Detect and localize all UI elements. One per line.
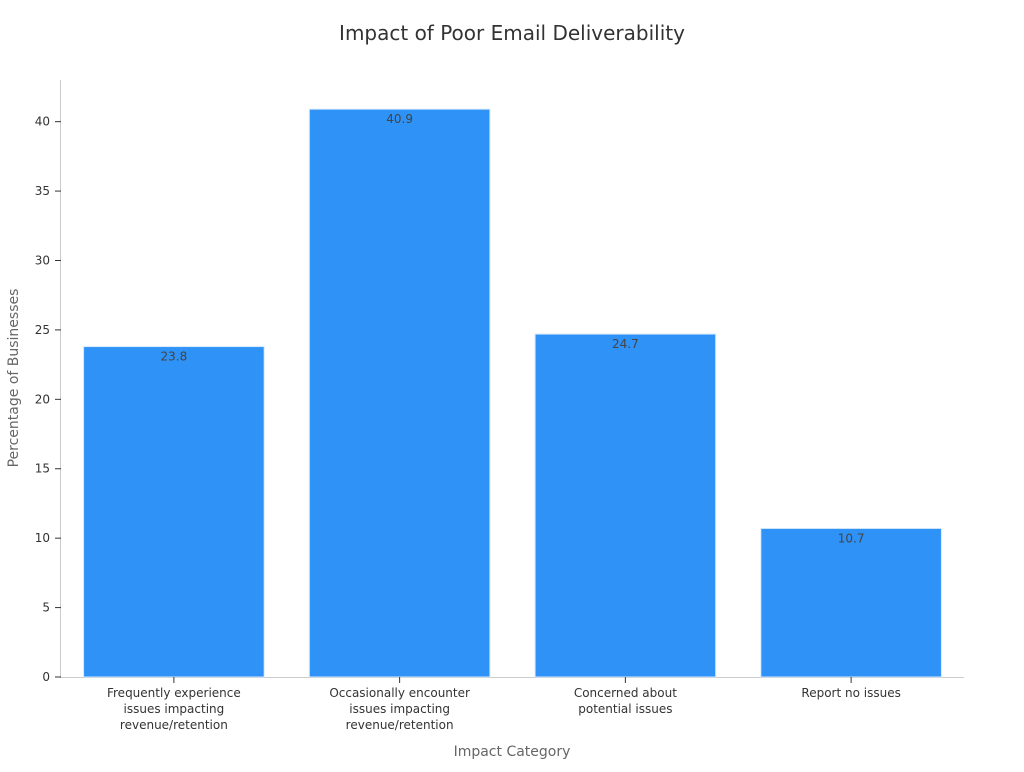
y-tick-label: 20 (35, 392, 50, 406)
x-tick-label-line: potential issues (578, 702, 672, 716)
y-tick-label: 0 (42, 670, 50, 684)
y-axis-title: Percentage of Businesses (6, 289, 22, 468)
y-tick-label: 5 (42, 601, 50, 615)
x-tick-label-line: revenue/retention (346, 718, 454, 732)
x-tick-label: Frequently experience issues impacting rev… (107, 686, 241, 732)
x-tick-label-line: Occasionally encounter (329, 686, 470, 700)
bar (308, 108, 491, 678)
y-tick-label: 15 (35, 462, 50, 476)
x-tick-label-line: Frequently experience (107, 686, 241, 700)
data-labels: 23.8 40.9 24.7 10.7 (161, 112, 865, 545)
y-tick-label: 40 (35, 115, 50, 129)
x-tick-label: Occasionally encounter issues impacting re… (329, 686, 470, 732)
y-tick-label: 10 (35, 531, 50, 545)
x-tick-label-line: issues impacting (349, 702, 450, 716)
chart-title: Impact of Poor Email Deliverability (339, 21, 685, 45)
bar (760, 527, 942, 678)
x-tick-label: Concerned about potential issues (574, 686, 677, 716)
x-tick-label-line: Report no issues (801, 686, 900, 700)
bar-value-label: 24.7 (612, 337, 639, 351)
y-tick-label: 25 (35, 323, 50, 337)
bar (83, 346, 265, 678)
bar (534, 333, 717, 678)
bar-value-label: 10.7 (838, 531, 865, 545)
y-tick-label: 35 (35, 184, 50, 198)
y-axis-ticks: 0 5 10 15 20 25 30 35 40 (35, 115, 61, 684)
bars (83, 108, 942, 678)
x-tick-label-line: revenue/retention (120, 718, 228, 732)
x-tick-label-line: issues impacting (124, 702, 225, 716)
bar-value-label: 23.8 (161, 350, 188, 364)
x-axis-ticks: Frequently experience issues impacting rev… (107, 677, 901, 732)
y-tick-label: 30 (35, 253, 50, 267)
x-tick-label-line: Concerned about (574, 686, 677, 700)
bar-value-label: 40.9 (386, 112, 413, 126)
x-axis-title: Impact Category (454, 744, 571, 760)
x-tick-label: Report no issues (801, 686, 900, 700)
